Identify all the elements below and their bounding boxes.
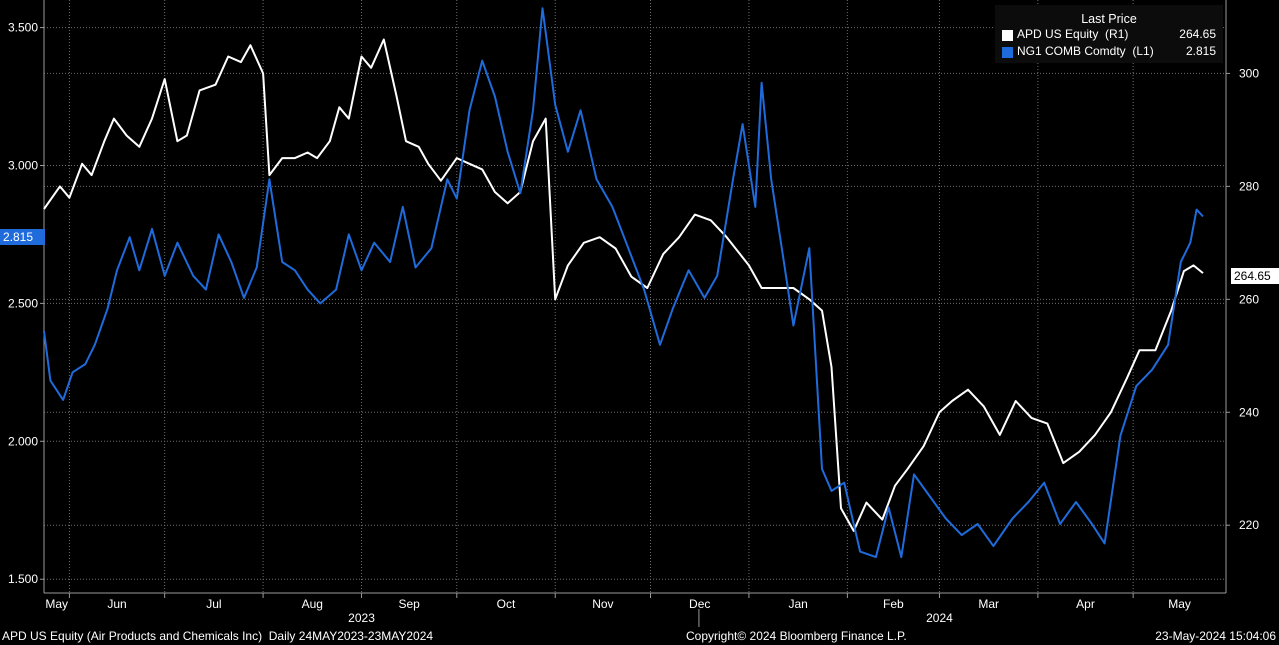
x-tick-label: May [45,597,68,611]
legend-name-apd: APD US Equity (R1) [1017,27,1129,41]
footer-security-description: APD US Equity (Air Products and Chemical… [2,629,434,643]
legend-name-ng1: NG1 COMB Comdty (L1) [1017,44,1154,58]
legend-item-apd: APD US Equity (R1) 264.65 [1002,27,1216,42]
footer-copyright: Copyright© 2024 Bloomberg Finance L.P. [686,629,907,643]
x-tick-label: Sep [398,597,420,611]
x-tick-label: Dec [689,597,710,611]
right-tick-label: 220 [1239,518,1259,532]
left-tick-label: 1.500 [8,572,38,586]
year-label: 2023 [348,611,375,625]
series-line-apd-us-equity [43,38,1204,532]
left-tick-label: 2.500 [8,296,38,310]
x-tick-label: Jul [206,597,221,611]
right-tick-label: 240 [1239,405,1259,419]
series-line-ng1-comb-comdty [43,7,1204,559]
legend-value-ng1: 2.815 [1185,44,1216,58]
right-tick-label: 260 [1239,292,1259,306]
right-tick-label: 300 [1239,66,1259,80]
x-tick-label: Jun [107,597,126,611]
x-tick-label: May [1168,597,1191,611]
x-tick-label: Oct [497,597,516,611]
x-tick-label: Nov [592,597,613,611]
footer-timestamp: 23-May-2024 15:04:06 [1155,629,1276,643]
left-tick-label: 3.500 [8,21,38,35]
legend-title: Last Price [1081,12,1137,26]
x-tick-label: Mar [978,597,999,611]
left-last-value-tag: 2.815 [0,229,45,245]
right-last-value-tag: 264.65 [1231,268,1279,284]
x-tick-label: Aug [302,597,323,611]
series-lines [43,7,1204,559]
legend-swatch-apd [1002,30,1013,41]
x-tick-label: Jan [788,597,807,611]
legend-value-apd: 264.65 [1179,27,1216,41]
grid-lines [44,0,1226,593]
year-label: 2024 [926,611,953,625]
x-tick-label: Apr [1076,597,1095,611]
legend-item-ng1: NG1 COMB Comdty (L1) 2.815 [1002,44,1216,59]
axes: 1.500 2.000 2.500 3.000 3.500 220 240 260 280 300… [8,0,1259,627]
left-tick-label: 2.000 [8,434,38,448]
left-tick-label: 3.000 [8,158,38,172]
right-tick-label: 280 [1239,179,1259,193]
legend: Last Price APD US Equity (R1) 264.65 NG1… [995,5,1223,63]
x-tick-label: Feb [883,597,904,611]
legend-swatch-ng1 [1002,47,1013,58]
